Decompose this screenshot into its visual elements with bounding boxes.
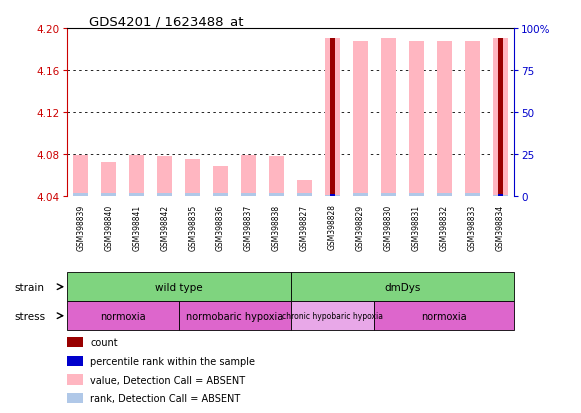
Text: chronic hypobaric hypoxia: chronic hypobaric hypoxia (282, 311, 383, 320)
Text: GSM398840: GSM398840 (104, 204, 113, 250)
Bar (101, 194, 116, 196)
Text: count: count (90, 337, 118, 347)
Bar (213, 194, 228, 196)
Bar (408, 41, 424, 196)
Text: GSM398827: GSM398827 (300, 204, 309, 250)
Bar (353, 41, 368, 196)
Bar (465, 41, 480, 196)
Bar (493, 39, 508, 196)
Bar (157, 194, 173, 196)
Bar (67, 337, 83, 348)
Bar (269, 157, 284, 196)
Bar (381, 194, 396, 196)
Bar (73, 194, 88, 196)
Text: normobaric hypoxia: normobaric hypoxia (186, 311, 283, 321)
Text: GSM398830: GSM398830 (384, 204, 393, 250)
Bar (325, 39, 340, 196)
Text: wild type: wild type (155, 282, 202, 292)
Text: value, Detection Call = ABSENT: value, Detection Call = ABSENT (90, 375, 245, 385)
Text: GSM398835: GSM398835 (188, 204, 197, 250)
Text: GSM398828: GSM398828 (328, 204, 337, 250)
Bar (436, 41, 452, 196)
Text: GSM398829: GSM398829 (356, 204, 365, 250)
Bar (297, 194, 312, 196)
Bar (290, 301, 374, 330)
Bar (213, 167, 228, 196)
Text: percentile rank within the sample: percentile rank within the sample (90, 356, 255, 366)
Text: rank, Detection Call = ABSENT: rank, Detection Call = ABSENT (90, 393, 241, 403)
Bar (67, 273, 290, 301)
Bar (67, 301, 179, 330)
Bar (381, 39, 396, 196)
Text: dmDys: dmDys (384, 282, 421, 292)
Bar (498, 39, 503, 196)
Bar (179, 301, 290, 330)
Text: GSM398832: GSM398832 (440, 204, 449, 250)
Text: GSM398839: GSM398839 (76, 204, 85, 250)
Bar (498, 194, 503, 196)
Text: strain: strain (15, 282, 45, 292)
Bar (185, 194, 200, 196)
Bar (330, 194, 335, 196)
Bar (185, 159, 200, 196)
Text: GSM398838: GSM398838 (272, 204, 281, 250)
Bar (67, 375, 83, 385)
Bar (157, 157, 173, 196)
Bar (290, 273, 514, 301)
Bar (67, 356, 83, 366)
Text: GSM398841: GSM398841 (132, 204, 141, 250)
Bar (330, 39, 335, 196)
Text: GDS4201 / 1623488_at: GDS4201 / 1623488_at (89, 15, 243, 28)
Text: GSM398834: GSM398834 (496, 204, 505, 250)
Bar (241, 155, 256, 196)
Text: GSM398833: GSM398833 (468, 204, 477, 250)
Bar (353, 194, 368, 196)
Bar (269, 194, 284, 196)
Bar (408, 194, 424, 196)
Bar (129, 194, 145, 196)
Text: normoxia: normoxia (421, 311, 467, 321)
Bar (493, 195, 508, 196)
Text: GSM398831: GSM398831 (412, 204, 421, 250)
Bar (101, 163, 116, 196)
Bar (241, 194, 256, 196)
Text: stress: stress (15, 311, 46, 321)
Bar (436, 194, 452, 196)
Bar (325, 195, 340, 196)
Bar (67, 393, 83, 403)
Bar (465, 194, 480, 196)
Text: GSM398842: GSM398842 (160, 204, 169, 250)
Text: GSM398836: GSM398836 (216, 204, 225, 250)
Bar (129, 155, 145, 196)
Bar (297, 180, 312, 196)
Text: GSM398837: GSM398837 (244, 204, 253, 250)
Bar (374, 301, 514, 330)
Text: normoxia: normoxia (100, 311, 146, 321)
Bar (73, 155, 88, 196)
